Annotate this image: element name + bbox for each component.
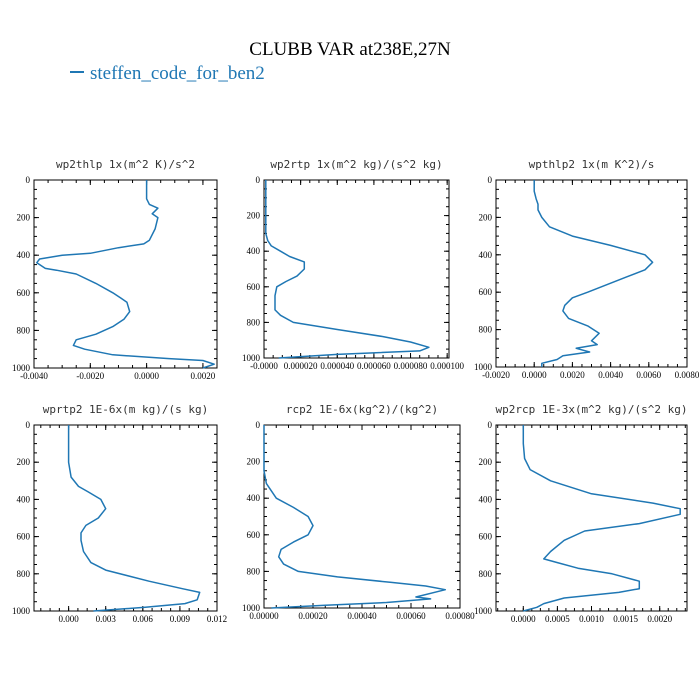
panel-1: wp2thlp 1x(m^2 K)/s^202004006008001000-0…: [12, 158, 218, 381]
y-tick-label: 800: [17, 569, 31, 579]
y-tick-label: 0: [26, 175, 31, 185]
series-line: [263, 425, 447, 609]
y-tick-label: 0: [488, 175, 493, 185]
x-tick-label: 0.0000: [522, 370, 547, 380]
x-tick-label: 0.000080: [394, 361, 428, 371]
y-tick-label: 200: [17, 457, 31, 467]
x-tick-label: 0.000: [58, 614, 79, 624]
y-tick-label: 800: [17, 325, 31, 335]
panels-group: wp2thlp 1x(m^2 K)/s^202004006008001000-0…: [12, 158, 700, 624]
y-tick-label: 600: [247, 530, 261, 540]
y-tick-label: 1000: [12, 606, 31, 616]
x-tick-label: 0.0020: [647, 614, 672, 624]
y-tick-label: 400: [247, 246, 261, 256]
x-tick-label: 0.0040: [598, 370, 623, 380]
x-tick-label: 0.012: [207, 614, 227, 624]
x-tick-label: -0.0040: [20, 371, 48, 381]
series-line: [533, 180, 654, 367]
x-tick-label: 0.000060: [357, 361, 391, 371]
x-tick-label: 0.006: [133, 614, 154, 624]
x-tick-label: -0.0020: [76, 371, 104, 381]
x-tick-label: 0.00020: [298, 611, 328, 621]
plot-frame: [263, 424, 461, 609]
y-tick-label: 800: [479, 325, 493, 335]
chart-title: CLUBB VAR at238E,27N: [249, 39, 451, 60]
y-tick-label: 200: [247, 211, 261, 221]
y-tick-label: 400: [17, 250, 31, 260]
y-tick-label: 1000: [474, 362, 493, 372]
y-tick-label: 400: [17, 494, 31, 504]
panel-title: wp2rcp 1E-3x(m^2 kg)/(s^2 kg): [495, 403, 687, 416]
panel-title: wpthlp2 1x(m K^2)/s: [529, 158, 655, 171]
plot-frame: [33, 179, 218, 369]
y-tick-label: 600: [17, 532, 31, 542]
y-tick-label: 600: [479, 532, 493, 542]
x-tick-label: 0.0020: [560, 370, 585, 380]
panel-title: wp2rtp 1x(m^2 kg)/(s^2 kg): [270, 158, 442, 171]
x-tick-label: 0.00040: [347, 611, 377, 621]
y-tick-label: 1000: [242, 603, 261, 613]
panel-5: rcp2 1E-6x(kg^2)/(kg^2) 0 200 400 600 800 1000…: [242, 403, 475, 621]
panel-title: wp2thlp 1x(m^2 K)/s^2: [56, 158, 195, 171]
x-tick-label: 0.0000: [511, 614, 536, 624]
y-tick-label: 600: [17, 288, 31, 298]
y-tick-label: 200: [247, 457, 261, 467]
series-line: [36, 180, 215, 369]
x-tick-label: 0.00080: [445, 611, 475, 621]
y-tick-label: 0: [256, 420, 261, 430]
plot-frame: [263, 179, 450, 359]
plot-frame: [495, 179, 688, 368]
x-tick-label: 0.003: [96, 614, 117, 624]
y-tick-label: 1000: [474, 606, 493, 616]
y-tick-label: 1000: [242, 353, 261, 363]
series-line: [67, 425, 201, 612]
series-line: [265, 180, 430, 359]
x-tick-label: 0.0080: [675, 370, 700, 380]
x-tick-label: 0.009: [170, 614, 191, 624]
panel-title: rcp2 1E-6x(kg^2)/(kg^2): [286, 403, 438, 416]
x-tick-label: 0.0005: [545, 614, 570, 624]
panel-3: wpthlp2 1x(m K^2)/s 0 200 400 600 800 1000-0.0…: [474, 158, 700, 380]
y-tick-label: 800: [247, 317, 261, 327]
x-tick-label: -0.0020: [482, 370, 510, 380]
series-line: [522, 425, 681, 612]
y-tick-label: 0: [488, 420, 493, 430]
y-tick-label: 400: [479, 250, 493, 260]
x-tick-label: 0.00060: [396, 611, 426, 621]
y-tick-label: 200: [17, 213, 31, 223]
y-tick-label: 0: [26, 420, 31, 430]
y-tick-label: 200: [479, 457, 493, 467]
x-tick-label: 0.0015: [613, 614, 638, 624]
y-tick-label: 400: [247, 493, 261, 503]
x-tick-label: 0.000020: [284, 361, 318, 371]
y-tick-label: 400: [479, 494, 493, 504]
y-tick-label: 800: [247, 566, 261, 576]
x-tick-label: 0.000100: [430, 361, 464, 371]
panel-title: wprtp2 1E-6x(m kg)/(s kg): [43, 403, 209, 416]
x-tick-label: 0.0010: [579, 614, 604, 624]
legend-label: steffen_code_for_ben2: [90, 63, 265, 84]
plot-frame: [33, 424, 218, 612]
x-tick-label: 0.00000: [249, 611, 279, 621]
y-tick-label: 600: [479, 287, 493, 297]
x-tick-label: 0.0060: [636, 370, 661, 380]
y-tick-label: 1000: [12, 363, 31, 373]
x-tick-label: 0.000040: [320, 361, 354, 371]
x-tick-label: -0.0000: [250, 361, 278, 371]
y-tick-label: 200: [479, 212, 493, 222]
x-tick-label: 0.0020: [191, 371, 216, 381]
panel-2: wp2rtp 1x(m^2 kg)/(s^2 kg) 0 200 400 600 800 1…: [242, 158, 465, 371]
x-tick-label: 0.0000: [134, 371, 159, 381]
y-tick-label: 800: [479, 569, 493, 579]
y-tick-label: 600: [247, 282, 261, 292]
panel-6: wp2rcp 1E-3x(m^2 kg)/(s^2 kg)0 200 400 600 8…: [474, 403, 688, 624]
panel-4: wprtp2 1E-6x(m kg)/(s kg) 0 200 400 600 800 10…: [12, 403, 227, 624]
y-tick-label: 0: [256, 175, 261, 185]
